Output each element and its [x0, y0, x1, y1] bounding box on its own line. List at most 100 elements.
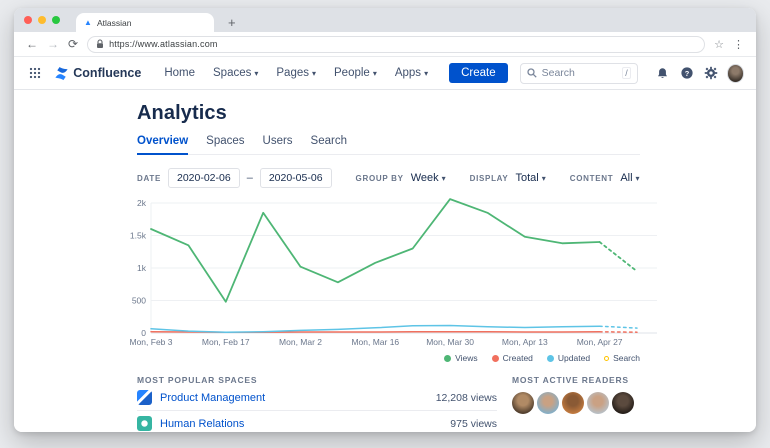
space-link[interactable]: Product Management [160, 391, 266, 404]
display-value: Total [515, 172, 539, 184]
search-shortcut-hint: / [622, 67, 631, 79]
group-by-value: Week [410, 172, 439, 184]
legend-item-created[interactable]: Created [491, 353, 533, 363]
space-view-count: 12,208 views [435, 391, 497, 404]
nav-item-label: Pages [276, 67, 309, 79]
nav-item-pages[interactable]: Pages [269, 63, 323, 83]
svg-text:?: ? [685, 69, 690, 78]
legend-label: Search [613, 353, 640, 363]
space-view-count: 975 views [450, 417, 497, 430]
profile-avatar[interactable] [726, 63, 745, 83]
display-label: DISPLAY [469, 173, 509, 183]
popular-spaces-heading: MOST POPULAR SPACES [137, 375, 258, 385]
product-name: Confluence [73, 66, 142, 80]
x-axis-tick: Mon, Feb 17 [202, 337, 250, 347]
window-controls [14, 8, 70, 32]
nav-item-apps[interactable]: Apps [388, 63, 435, 83]
reader-avatar[interactable] [512, 392, 534, 414]
app-switcher-icon[interactable] [26, 63, 44, 83]
legend-item-updated[interactable]: Updated [546, 353, 590, 363]
reader-avatar[interactable] [587, 392, 609, 414]
chevron-down-icon [312, 67, 316, 79]
most-popular-spaces: MOST POPULAR SPACES Product Management 12… [137, 375, 497, 432]
tab-spaces[interactable]: Spaces [206, 135, 245, 147]
chevron-down-icon [542, 172, 546, 184]
tab-users[interactable]: Users [262, 135, 293, 147]
most-active-readers: MOST ACTIVE READERS [512, 375, 634, 432]
tab-title: Atlassian [97, 17, 132, 28]
tab-overview[interactable]: Overview [137, 135, 189, 155]
analytics-page: Analytics Overview Spaces Users Search DATE… [14, 90, 756, 432]
y-axis-tick: 1k [137, 263, 147, 273]
chevron-down-icon [442, 172, 446, 184]
chart-legend: Views Created Updated Search [137, 353, 640, 363]
help-icon[interactable]: ? [678, 63, 696, 83]
nav-item-people[interactable]: People [327, 63, 384, 83]
nav-item-label: People [334, 67, 370, 79]
nav-item-home[interactable]: Home [157, 63, 202, 83]
date-range-separator: – [246, 172, 253, 184]
search-input[interactable] [541, 67, 618, 79]
settings-gear-icon[interactable] [702, 63, 720, 83]
legend-dot-icon [491, 354, 499, 362]
legend-dot-icon [604, 355, 610, 361]
y-axis-tick: 1.5k [130, 231, 147, 241]
space-link[interactable]: Human Relations [160, 417, 245, 430]
legend-label: Views [455, 353, 478, 363]
nav-item-label: Apps [394, 67, 422, 79]
analytics-tabs: Overview Spaces Users Search [137, 135, 640, 155]
create-button[interactable]: Create [449, 63, 508, 83]
x-axis-tick: Mon, Apr 13 [502, 337, 548, 347]
date-from-input[interactable]: 2020-02-06 [167, 168, 240, 188]
confluence-home-link[interactable]: Confluence [54, 66, 141, 81]
analytics-line-chart: 0 500 1k 1.5k 2k Mon, Feb 3 Mon, Feb 17 Mon, Ma… [121, 198, 657, 353]
new-tab-button[interactable] [228, 16, 236, 29]
reader-avatar[interactable] [537, 392, 559, 414]
filter-bar: DATE 2020-02-06 – 2020-05-06 GROUP BY We… [137, 168, 640, 188]
reload-button[interactable] [68, 38, 78, 50]
browser-tab[interactable]: Atlassian [76, 13, 214, 32]
series-line-views [150, 198, 601, 303]
browser-menu-icon[interactable] [733, 38, 744, 51]
x-axis-tick: Mon, Mar 30 [426, 337, 474, 347]
group-by-label: GROUP BY [355, 173, 404, 183]
confluence-logo-icon [55, 66, 68, 80]
search-icon [526, 68, 537, 78]
close-window-button[interactable] [24, 16, 32, 24]
zoom-window-button[interactable] [52, 16, 60, 24]
minimize-window-button[interactable] [38, 16, 46, 24]
space-row: Product Management 12,208 views [137, 385, 497, 411]
space-avatar-icon [137, 416, 152, 431]
reader-avatar[interactable] [562, 392, 584, 414]
content-dropdown[interactable]: All [620, 172, 639, 184]
date-to-input[interactable]: 2020-05-06 [259, 168, 332, 188]
active-readers-heading: MOST ACTIVE READERS [512, 375, 629, 385]
space-avatar-icon [137, 390, 152, 405]
legend-item-search[interactable]: Search [604, 353, 640, 363]
notifications-bell-icon[interactable] [654, 63, 672, 83]
bookmark-star-icon[interactable] [714, 38, 724, 51]
nav-item-label: Spaces [213, 67, 252, 79]
y-axis-tick: 2k [137, 198, 147, 208]
url-text: https://www.atlassian.com [109, 39, 218, 49]
address-bar[interactable]: https://www.atlassian.com [87, 35, 706, 53]
atlassian-favicon-icon [84, 19, 92, 27]
browser-tab-strip: Atlassian [14, 8, 756, 32]
group-by-dropdown[interactable]: Week [411, 172, 446, 184]
space-row: Human Relations 975 views [137, 411, 497, 432]
series-projection-updated [598, 325, 638, 329]
search-box[interactable]: / [519, 62, 638, 84]
display-dropdown[interactable]: Total [515, 172, 545, 184]
tab-search[interactable]: Search [310, 135, 347, 147]
y-axis-tick: 0 [141, 328, 146, 338]
content-filter-value: All [620, 172, 633, 184]
legend-label: Created [502, 353, 533, 363]
reader-avatar[interactable] [612, 392, 634, 414]
series-projection-views [598, 241, 638, 273]
summary-section: MOST POPULAR SPACES Product Management 12… [137, 375, 640, 432]
y-axis-tick: 500 [132, 296, 146, 306]
legend-item-views[interactable]: Views [444, 353, 478, 363]
back-button[interactable] [26, 38, 38, 50]
nav-item-spaces[interactable]: Spaces [206, 63, 265, 83]
browser-window: Atlassian https://www.atlassian.com [14, 8, 756, 432]
